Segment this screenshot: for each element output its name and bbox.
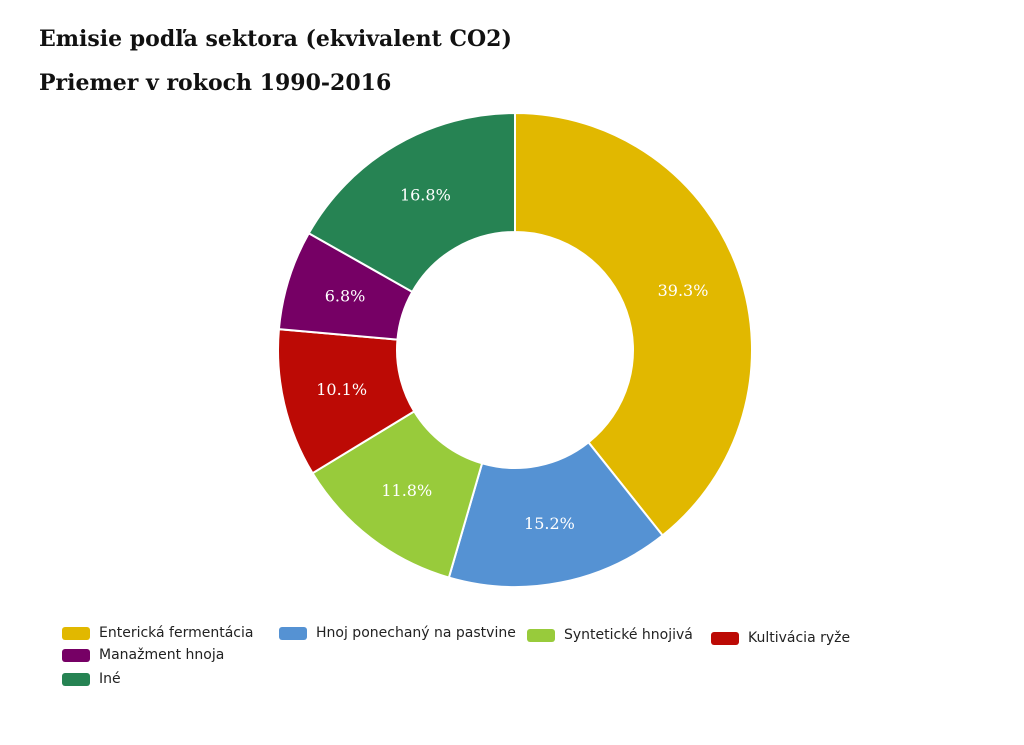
legend-swatch <box>527 628 555 642</box>
slice-label-kultivacia-ryze: 10.1% <box>316 380 367 399</box>
legend-swatch <box>62 648 90 662</box>
slice-entericka-fermentacia[interactable] <box>514 111 753 537</box>
legend-swatch <box>62 672 90 686</box>
slice-ine[interactable] <box>307 111 516 294</box>
legend-swatch <box>711 631 739 645</box>
legend-label: Kultivácia ryže <box>748 630 851 646</box>
legend-item-manazment-hnoja[interactable]: Manažment hnoja <box>62 647 224 663</box>
legend-item-hnoj-ponechany-na-pastvine[interactable]: Hnoj ponechaný na pastvine <box>279 625 516 641</box>
slice-label-synteticke-hnojiva: 11.8% <box>381 481 432 500</box>
legend-label: Hnoj ponechaný na pastvine <box>316 625 516 641</box>
legend-item-kultivacia-ryze[interactable]: Kultivácia ryže <box>711 630 850 646</box>
legend-label: Syntetické hnojivá <box>564 627 693 643</box>
legend-label: Enterická fermentácia <box>99 625 254 641</box>
slice-label-manazment-hnoja: 6.8% <box>325 287 366 306</box>
legend-item-synteticke-hnojiva[interactable]: Syntetické hnojivá <box>527 627 693 643</box>
legend-swatch <box>279 626 307 640</box>
slice-label-entericka-fermentacia: 39.3% <box>658 281 709 300</box>
legend-label: Manažment hnoja <box>99 647 225 663</box>
legend-item-entericka-fermentacia[interactable]: Enterická fermentácia <box>62 625 253 641</box>
slice-hnoj-ponechany-na-pastvine[interactable] <box>447 440 665 588</box>
chart-title: Emisie podľa sektora (ekvivalent CO2) <box>39 26 512 52</box>
chart-subtitle: Priemer v rokoch 1990-2016 <box>39 70 392 96</box>
legend-label: Iné <box>99 671 121 687</box>
legend-swatch <box>62 626 90 640</box>
slice-label-hnoj-ponechany-na-pastvine: 15.2% <box>524 514 575 533</box>
slice-label-ine: 16.8% <box>400 186 451 205</box>
legend-item-ine[interactable]: Iné <box>62 671 121 687</box>
